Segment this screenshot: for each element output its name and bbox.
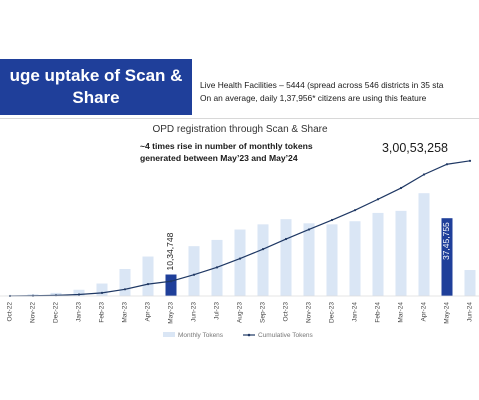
tick-label-Feb-24: Feb-24 — [375, 302, 382, 323]
legend-label-bars: Monthly Tokens — [178, 332, 224, 339]
bar-Jun-23 — [188, 246, 200, 296]
bar-series — [4, 193, 476, 296]
tick-label-Nov-23: Nov-23 — [306, 302, 313, 323]
cumulative-point-Sep-23 — [261, 248, 265, 251]
title-banner — [0, 59, 192, 115]
data-label-May-23: 10,34,748 — [165, 232, 175, 270]
bar-Jun-24 — [464, 270, 476, 296]
tick-label-Jun-24: Jun-24 — [467, 302, 474, 322]
tick-label-May-23: May-23 — [168, 302, 175, 324]
divider — [0, 118, 479, 119]
tick-label-Jun-23: Jun-23 — [191, 302, 198, 322]
legend: Monthly Tokens Cumulative Tokens — [163, 332, 314, 339]
cumulative-point-May-23 — [169, 280, 173, 283]
cumulative-point-Oct-23 — [284, 237, 288, 241]
cumulative-point-Jan-24 — [353, 209, 357, 212]
cumulative-point-Nov-23 — [307, 228, 311, 231]
bar-Dec-23 — [326, 224, 338, 296]
tick-label-Apr-23: Apr-23 — [145, 302, 152, 322]
cumulative-point-Jun-24 — [468, 159, 472, 162]
cumulative-point-Mar-23 — [123, 288, 127, 291]
legend-swatch-dot — [247, 333, 251, 337]
bar-Feb-24 — [372, 212, 384, 296]
bar-Mar-23 — [119, 269, 131, 296]
tick-label-Feb-23: Feb-23 — [99, 302, 106, 323]
tick-label-Nov-22: Nov-22 — [30, 302, 37, 323]
tick-label-Aug-23: Aug-23 — [237, 302, 244, 323]
cumulative-point-Jul-23 — [215, 266, 219, 269]
tick-label-Sep-23: Sep-23 — [260, 302, 267, 323]
bar-May-24 — [441, 218, 453, 296]
bar-Feb-23 — [96, 283, 108, 296]
x-tick-labels: Oct-22 Nov-22 Dec-22 Jan-23 Feb-23 Mar-23 Apr-… — [7, 302, 474, 324]
bar-May-23 — [165, 274, 177, 296]
chart-annotation: ~4 times rise in number of monthly token… — [140, 141, 313, 163]
bar-Aug-23 — [234, 229, 246, 296]
legend-label-line: Cumulative Tokens — [258, 332, 314, 339]
info-line-1: Live Health Facilities – 5444 (spread ac… — [200, 80, 444, 90]
tick-label-Mar-24: Mar-24 — [398, 302, 405, 323]
data-labels: 10,34,748 37,45,755 3,00,53,258 — [165, 141, 451, 271]
legend-swatch-bars — [163, 332, 175, 337]
info-line-2: On an average, daily 1,37,956* citizens … — [200, 93, 427, 103]
cumulative-point-Feb-24 — [376, 198, 380, 201]
bar-Mar-24 — [395, 210, 407, 296]
bar-Oct-23 — [280, 219, 292, 296]
cumulative-point-Aug-23 — [238, 257, 242, 260]
tick-label-May-24: May-24 — [444, 302, 451, 324]
cumulative-point-Jun-23 — [192, 273, 196, 276]
annotation-line: generated between May’23 and May’24 — [140, 153, 298, 163]
tick-label-Oct-22: Oct-22 — [7, 302, 14, 322]
tick-label-Jan-24: Jan-24 — [352, 302, 359, 322]
chart-title: OPD registration through Scan & Share — [152, 124, 328, 135]
cumulative-point-Apr-23 — [146, 283, 150, 286]
tick-label-Dec-23: Dec-23 — [329, 302, 336, 323]
tick-label-Jan-23: Jan-23 — [76, 302, 83, 322]
bar-Sep-23 — [257, 224, 269, 296]
data-label-May-24: 37,45,755 — [441, 222, 451, 260]
line-series — [0, 159, 479, 298]
tick-label-Dec-22: Dec-22 — [53, 302, 60, 323]
bar-Jan-23 — [73, 289, 85, 296]
annotation-line: ~4 times rise in number of monthly token… — [140, 141, 313, 151]
bar-Jan-24 — [349, 221, 361, 296]
cumulative-point-Feb-23 — [100, 291, 104, 294]
tick-label-Mar-23: Mar-23 — [122, 302, 129, 323]
info-text: Live Health Facilities – 5444 (spread ac… — [200, 79, 479, 105]
tick-label-Oct-23: Oct-23 — [283, 302, 290, 322]
slide-title: uge uptake of Scan & Share — [9, 66, 183, 107]
cumulative-point-Dec-23 — [330, 218, 334, 222]
bar-Apr-24 — [418, 193, 430, 296]
cumulative-point-May-24 — [445, 163, 449, 166]
bar-Apr-23 — [142, 256, 154, 296]
callout-total: 3,00,53,258 — [382, 141, 448, 155]
tick-label-Jul-23: Jul-23 — [214, 302, 221, 320]
cumulative-point-Mar-24 — [399, 186, 403, 190]
bar-Nov-23 — [303, 223, 315, 296]
cumulative-point-Jan-23 — [77, 293, 81, 296]
tick-label-Apr-24: Apr-24 — [421, 302, 428, 322]
cumulative-point-Apr-24 — [422, 173, 426, 176]
